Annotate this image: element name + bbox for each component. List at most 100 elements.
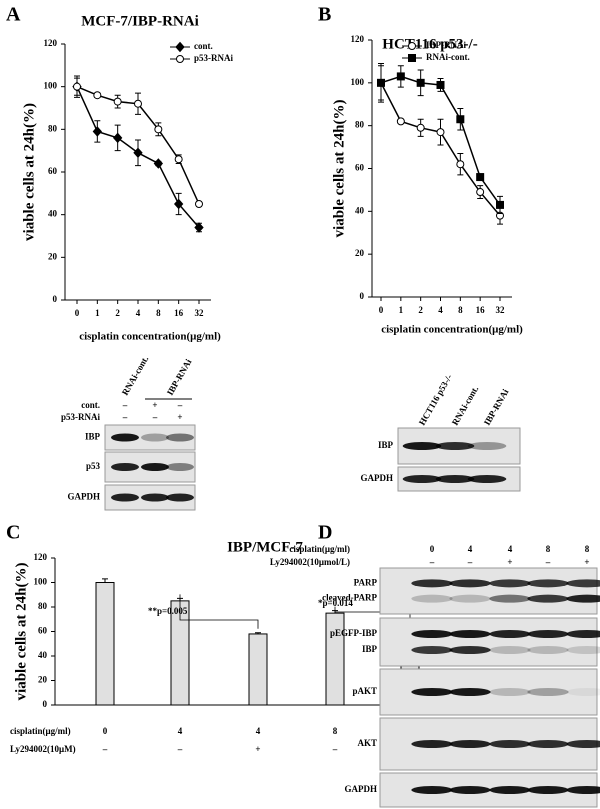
- row-label: cont.: [81, 400, 100, 410]
- marker: [73, 82, 81, 91]
- band: [402, 475, 442, 483]
- x-tick-label: 1: [95, 308, 100, 318]
- condition-value: –: [332, 744, 338, 754]
- band: [527, 688, 569, 696]
- row-value: 0: [430, 544, 435, 554]
- band: [566, 594, 600, 603]
- panel-label: C: [6, 522, 20, 544]
- panel-label: B: [318, 4, 331, 26]
- marker: [173, 198, 184, 210]
- band-label: IBP: [85, 432, 101, 442]
- band: [449, 688, 491, 696]
- lane-label: IBP-RNAi: [482, 387, 511, 427]
- marker: [456, 115, 465, 124]
- band: [166, 493, 194, 502]
- x-tick-label: 8: [156, 308, 161, 318]
- band: [449, 579, 491, 588]
- y-tick-label: 100: [34, 577, 48, 587]
- band: [566, 740, 600, 748]
- marker: [476, 188, 485, 197]
- band: [489, 786, 531, 794]
- row-value: 8: [585, 544, 590, 554]
- y-tick-label: 80: [48, 123, 58, 133]
- band: [527, 646, 569, 654]
- y-tick-label: 80: [355, 120, 365, 130]
- band-label: p53: [86, 461, 101, 471]
- band: [527, 740, 569, 748]
- y-axis-label: viable cells at 24h(%): [21, 103, 37, 241]
- y-tick-label: 0: [43, 699, 48, 709]
- x-tick-label: 32: [195, 308, 205, 318]
- row-value: +: [152, 400, 157, 410]
- y-tick-label: 0: [53, 294, 58, 304]
- band: [527, 579, 569, 588]
- row-value: –: [177, 400, 183, 410]
- y-tick-label: 40: [48, 209, 58, 219]
- lane-label: IBP-RNAi: [165, 357, 194, 397]
- band: [489, 579, 531, 588]
- band: [489, 688, 531, 696]
- y-tick-label: 60: [38, 626, 48, 636]
- y-tick-label: 120: [34, 552, 48, 562]
- row-value: –: [152, 412, 158, 422]
- row-value: –: [429, 557, 435, 567]
- row-value: 4: [508, 544, 513, 554]
- y-tick-label: 120: [44, 38, 58, 48]
- chart-title: MCF-7/IBP-RNAi: [81, 13, 198, 29]
- row-value: 4: [468, 544, 473, 554]
- condition-value: 0: [103, 726, 108, 736]
- marker: [476, 173, 485, 182]
- band: [111, 433, 139, 442]
- band-label: GAPDH: [361, 473, 394, 483]
- marker: [174, 155, 183, 164]
- band: [467, 442, 507, 450]
- band-label: IBP: [362, 644, 378, 654]
- blot-strip: [379, 617, 598, 667]
- x-tick-label: 2: [115, 308, 120, 318]
- band: [141, 493, 169, 502]
- band: [449, 740, 491, 748]
- marker: [408, 54, 416, 62]
- band: [527, 594, 569, 603]
- legend-label: cont.: [194, 41, 213, 51]
- marker: [377, 78, 385, 87]
- band: [141, 463, 169, 471]
- y-tick-label: 40: [355, 205, 365, 215]
- row-value: 8: [546, 544, 551, 554]
- y-tick-label: 120: [351, 34, 365, 44]
- error-bar: [255, 632, 261, 634]
- band: [166, 463, 194, 471]
- marker: [112, 132, 123, 144]
- marker: [408, 42, 416, 50]
- annotation: *p=0.014: [318, 598, 353, 608]
- band: [566, 786, 600, 794]
- marker: [175, 41, 185, 53]
- marker: [436, 80, 445, 89]
- marker: [134, 99, 142, 108]
- bracket: [179, 594, 259, 629]
- marker: [113, 97, 122, 106]
- band: [411, 688, 453, 696]
- band: [166, 433, 194, 442]
- bar: [248, 633, 268, 706]
- band: [489, 594, 531, 603]
- marker: [416, 123, 425, 132]
- band: [566, 579, 600, 588]
- row-value: +: [177, 412, 182, 422]
- marker: [194, 222, 204, 233]
- y-tick-label: 20: [38, 675, 48, 685]
- band-label: PARP: [354, 577, 378, 587]
- band: [449, 594, 491, 603]
- band: [411, 594, 453, 603]
- y-tick-label: 100: [44, 81, 58, 91]
- y-tick-label: 80: [38, 601, 48, 611]
- y-tick-label: 100: [351, 77, 365, 87]
- marker: [153, 158, 164, 169]
- marker: [92, 126, 103, 137]
- band: [411, 646, 453, 654]
- band: [566, 630, 600, 638]
- marker: [496, 200, 504, 209]
- legend-label: p53-RNAi: [194, 53, 234, 63]
- band: [411, 579, 453, 588]
